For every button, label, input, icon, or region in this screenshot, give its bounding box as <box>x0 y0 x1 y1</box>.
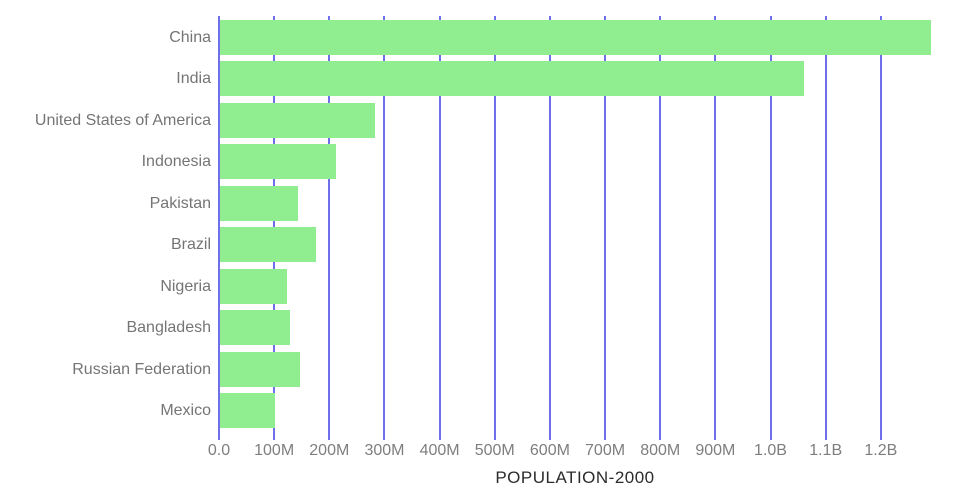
gridline-1.0B <box>769 16 772 440</box>
category-label-mexico: Mexico <box>160 402 211 419</box>
gridline-800M <box>659 16 662 440</box>
category-label-indonesia: Indonesia <box>141 153 211 170</box>
bar-nigeria[interactable] <box>219 268 287 304</box>
category-label-russian-federation: Russian Federation <box>72 360 211 378</box>
x-tick-label-700M: 700M <box>585 442 626 459</box>
x-tick-label-1.1B: 1.1B <box>809 442 843 459</box>
chart-title: POPULATION-2000 <box>495 468 655 487</box>
x-tick-label-200M: 200M <box>309 442 350 459</box>
bar-bangladesh[interactable] <box>219 310 291 345</box>
bar-russian-federation[interactable] <box>219 351 301 387</box>
gridline-1.1B <box>824 16 827 440</box>
category-label-united-states-of-america: United States of America <box>34 111 211 129</box>
bar-china[interactable] <box>219 19 931 55</box>
category-label-pakistan: Pakistan <box>149 194 211 212</box>
gridline-600M <box>548 16 551 440</box>
x-tick-label-600M: 600M <box>529 442 570 459</box>
gridline-700M <box>604 16 607 440</box>
x-tick-label-100M: 100M <box>254 442 295 459</box>
x-tick-label-1.2B: 1.2B <box>864 442 898 459</box>
gridline-300M <box>383 16 386 440</box>
category-label-bangladesh: Bangladesh <box>126 319 211 336</box>
gridline-900M <box>714 16 717 440</box>
bar-united-states-of-america[interactable] <box>219 102 376 138</box>
category-label-nigeria: Nigeria <box>160 277 211 295</box>
bar-indonesia[interactable] <box>219 144 336 179</box>
category-label-brazil: Brazil <box>170 236 211 253</box>
x-tick-label-800M: 800M <box>640 442 681 459</box>
x-tick-label-300M: 300M <box>364 442 405 459</box>
bar-brazil[interactable] <box>219 227 317 262</box>
x-tick-label-0.0: 0.0 <box>207 442 231 459</box>
x-tick-label-900M: 900M <box>695 442 736 459</box>
gridline-500M <box>493 16 496 440</box>
category-label-china: China <box>169 28 211 46</box>
gridline-200M <box>328 16 331 440</box>
gridline-400M <box>438 16 441 440</box>
bar-mexico[interactable] <box>219 393 276 428</box>
bar-india[interactable] <box>219 61 804 96</box>
gridline-1.2B <box>879 16 882 440</box>
x-tick-label-1.0B: 1.0B <box>754 442 787 459</box>
axis-zero-line <box>218 16 220 440</box>
bar-pakistan[interactable] <box>219 185 298 221</box>
x-tick-label-500M: 500M <box>474 442 515 459</box>
x-tick-label-400M: 400M <box>419 442 460 459</box>
category-label-india: India <box>176 70 211 87</box>
